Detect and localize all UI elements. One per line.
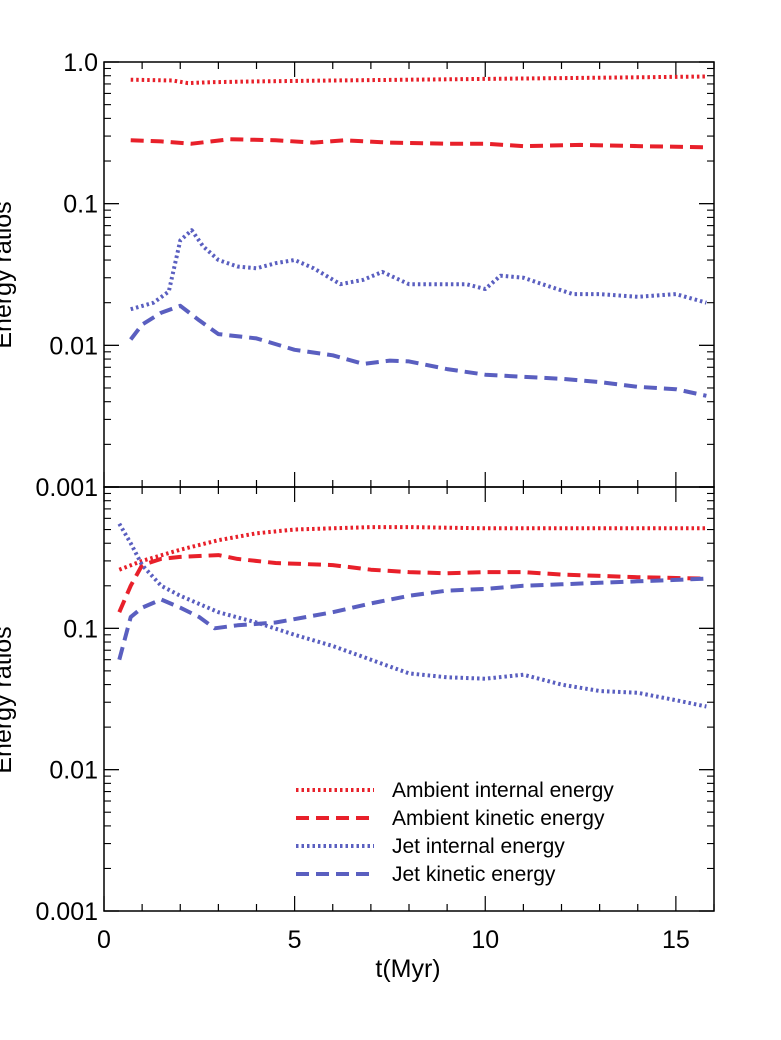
y-tick-label: 0.01 bbox=[49, 757, 98, 785]
x-axis-title: t(Myr) bbox=[375, 955, 440, 983]
y-tick-label: 1.0 bbox=[63, 49, 98, 77]
y-tick-label: 0.001 bbox=[35, 898, 98, 926]
y-tick-label: 0.1 bbox=[63, 191, 98, 219]
bottom-y-axis-title: Energy ratios bbox=[0, 626, 17, 773]
series-jet-internal-line bbox=[117, 522, 707, 709]
y-tick-label: 0.1 bbox=[63, 615, 98, 643]
y-tick-label: 0.01 bbox=[49, 332, 98, 360]
x-tick-label: 5 bbox=[288, 926, 302, 954]
x-tick-label: 0 bbox=[97, 926, 111, 954]
legend-label: Ambient kinetic energy bbox=[392, 807, 605, 830]
legend-label: Jet kinetic energy bbox=[392, 863, 556, 886]
series-ambient-kinetic-line bbox=[117, 553, 707, 613]
x-tick-label: 10 bbox=[471, 926, 499, 954]
series-jet-internal-line bbox=[130, 228, 707, 312]
x-tick-label: 15 bbox=[662, 926, 690, 954]
legend-label: Ambient internal energy bbox=[392, 779, 614, 802]
series-ambient-kinetic-line bbox=[130, 137, 707, 150]
legend: Ambient internal energy Ambient kinetic e… bbox=[296, 779, 614, 886]
top-panel: 0.001 0.01 0.1 1.0 bbox=[35, 49, 715, 502]
series-jet-kinetic-line bbox=[129, 303, 707, 398]
series-jet-kinetic-line bbox=[117, 576, 707, 661]
plot-frame bbox=[103, 61, 715, 488]
legend-label: Jet internal energy bbox=[392, 835, 565, 858]
series-ambient-internal-line bbox=[130, 74, 707, 86]
y-tick-label: 0.001 bbox=[35, 474, 98, 502]
top-y-axis-title: Energy ratios bbox=[0, 201, 17, 348]
bottom-panel: 0.001 0.01 0.1 0 5 10 15 bbox=[35, 486, 715, 954]
series-ambient-internal-line bbox=[118, 525, 707, 572]
